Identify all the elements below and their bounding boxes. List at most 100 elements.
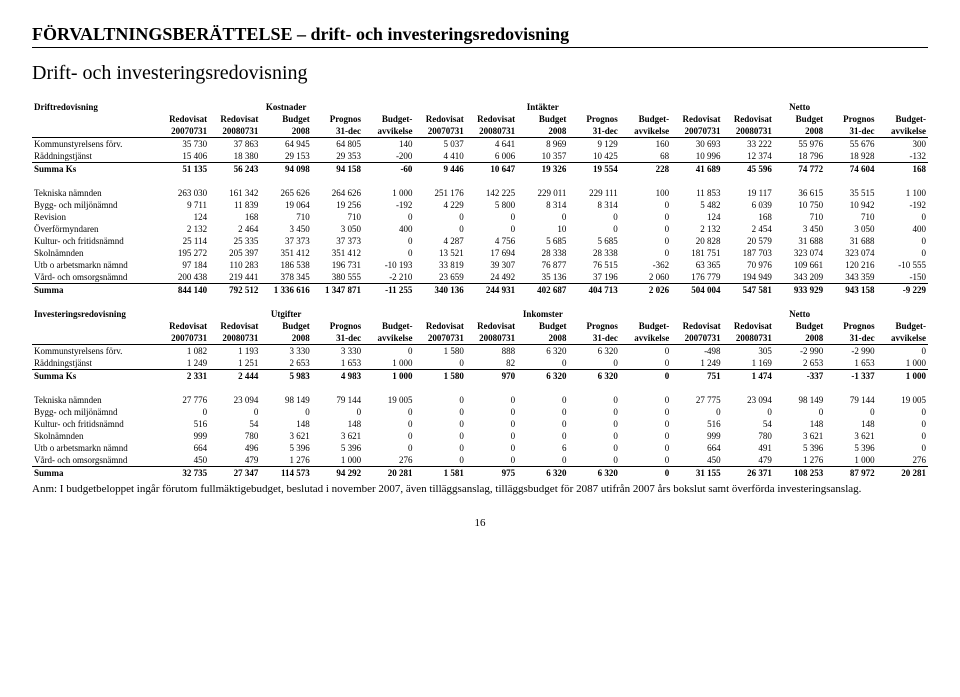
cell: 263 030: [158, 187, 209, 199]
cell: 400: [363, 223, 414, 235]
group-header: Utgifter: [158, 308, 415, 320]
cell: 76 515: [568, 259, 619, 271]
group-header: Inkomster: [414, 308, 671, 320]
cell: 3 621: [825, 430, 876, 442]
drift-table: DriftredovisningKostnaderIntäkterNettoRe…: [32, 101, 928, 296]
col-header: Budget-: [620, 113, 671, 125]
col-header: Prognos: [312, 113, 363, 125]
cell: 18 796: [774, 150, 825, 163]
cell: 0: [363, 418, 414, 430]
cell: 6 039: [722, 199, 773, 211]
cell: 41 689: [671, 163, 722, 176]
cell: 0: [312, 406, 363, 418]
cell: 305: [723, 345, 774, 358]
cell: -150: [876, 271, 928, 284]
cell: -192: [876, 199, 928, 211]
cell: 5 983: [260, 370, 311, 383]
cell: 1 474: [723, 370, 774, 383]
cell: 479: [723, 454, 774, 467]
cell: 9 446: [414, 163, 465, 176]
col-header: Prognos: [568, 113, 619, 125]
row-label: Bygg- och miljönämnd: [32, 199, 158, 211]
cell: 10 996: [671, 150, 722, 163]
cell: 0: [363, 406, 414, 418]
cell: 0: [620, 454, 671, 467]
col-subheader: avvikelse: [620, 125, 671, 138]
cell: 37 863: [209, 138, 260, 151]
cell: 0: [774, 406, 825, 418]
cell: 404 713: [568, 284, 619, 297]
col-subheader: 2008: [517, 332, 568, 345]
row-label: Räddningstjänst: [32, 150, 158, 163]
cell: 24 492: [466, 271, 517, 284]
cell: 33 222: [722, 138, 773, 151]
col-header: Redovisat: [671, 113, 722, 125]
cell: 450: [671, 454, 722, 467]
cell: 0: [517, 394, 568, 406]
row-label: Överförmyndaren: [32, 223, 158, 235]
cell: 8 314: [517, 199, 568, 211]
col-header: Budget-: [876, 113, 928, 125]
col-subheader: avvikelse: [877, 332, 928, 345]
cell: 0: [876, 247, 928, 259]
cell: 0: [517, 211, 568, 223]
cell: 11 853: [671, 187, 722, 199]
cell: -10 193: [363, 259, 414, 271]
cell: 2 653: [260, 357, 311, 370]
cell: 168: [722, 211, 773, 223]
col-header: Budget-: [877, 320, 928, 332]
cell: 343 359: [825, 271, 876, 284]
cell: 1 581: [414, 467, 465, 480]
cell: 2 464: [209, 223, 260, 235]
cell: 37 373: [260, 235, 311, 247]
cell: 120 216: [825, 259, 876, 271]
col-subheader: 31-dec: [825, 332, 876, 345]
row-label: Summa Ks: [32, 163, 158, 176]
cell: -10 555: [876, 259, 928, 271]
cell: 5 482: [671, 199, 722, 211]
cell: 5 396: [312, 442, 363, 454]
cell: 0: [620, 357, 671, 370]
cell: 496: [209, 442, 260, 454]
cell: 6: [517, 442, 568, 454]
cell: 504 004: [671, 284, 722, 297]
cell: 0: [414, 357, 465, 370]
cell: 450: [158, 454, 209, 467]
cell: 0: [414, 430, 465, 442]
cell: 108 253: [774, 467, 825, 480]
col-subheader: avvikelse: [620, 332, 671, 345]
cell: 378 345: [260, 271, 311, 284]
cell: 0: [620, 211, 671, 223]
cell: 109 661: [774, 259, 825, 271]
cell: 4 983: [312, 370, 363, 383]
cell: 516: [158, 418, 209, 430]
cell: -2 990: [774, 345, 825, 358]
cell: 0: [620, 394, 671, 406]
cell: 4 229: [414, 199, 465, 211]
cell: 6 320: [517, 467, 568, 480]
cell: 64 945: [260, 138, 311, 151]
cell: 0: [363, 235, 414, 247]
cell: 98 149: [260, 394, 311, 406]
col-header: Budget: [517, 113, 568, 125]
cell: 0: [517, 418, 568, 430]
col-subheader: 2008: [260, 332, 311, 345]
cell: 0: [414, 442, 465, 454]
cell: 2 026: [620, 284, 671, 297]
cell: 1 000: [312, 454, 363, 467]
cell: 547 581: [722, 284, 773, 297]
cell: 35 136: [517, 271, 568, 284]
cell: 23 094: [209, 394, 260, 406]
col-subheader: 2008: [774, 332, 825, 345]
cell: 323 074: [774, 247, 825, 259]
cell: 31 688: [774, 235, 825, 247]
group-header: Intäkter: [414, 101, 671, 113]
cell: 0: [877, 345, 928, 358]
cell: 148: [312, 418, 363, 430]
cell: 74 772: [774, 163, 825, 176]
cell: 11 839: [209, 199, 260, 211]
cell: 3 621: [312, 430, 363, 442]
group-header: Netto: [671, 101, 928, 113]
col-subheader: 2008: [774, 125, 825, 138]
cell: -2 210: [363, 271, 414, 284]
